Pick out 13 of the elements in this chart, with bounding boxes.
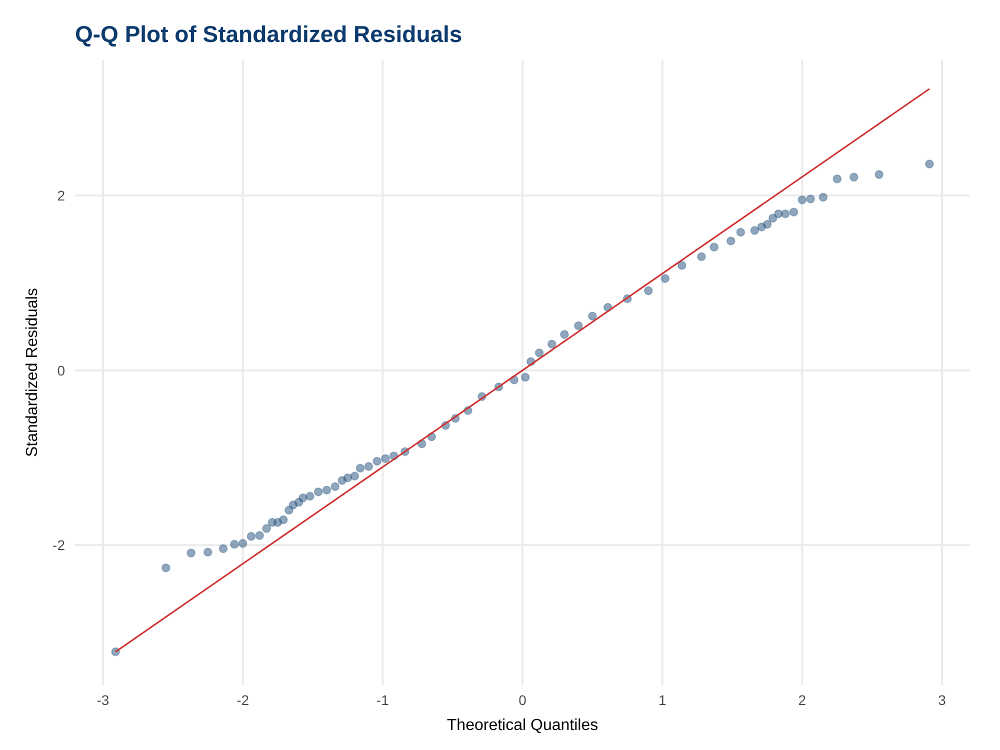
x-tick-label: 0: [518, 692, 527, 708]
x-tick-label: -2: [236, 692, 250, 708]
x-tick-label: 2: [798, 692, 806, 708]
x-tick-label: -3: [96, 692, 110, 708]
chart-title: Q-Q Plot of Standardized Residuals: [75, 21, 462, 47]
x-tick-label: 3: [938, 692, 946, 708]
y-tick-label: 2: [57, 187, 66, 204]
y-axis-title: Standardized Residuals: [24, 288, 41, 457]
y-tick-label: 0: [57, 362, 66, 378]
x-tick-label: -1: [376, 692, 390, 708]
x-axis-title: Theoretical Quantiles: [446, 717, 598, 734]
y-tick-label: -2: [52, 537, 66, 554]
x-tick-label: 1: [658, 692, 666, 708]
